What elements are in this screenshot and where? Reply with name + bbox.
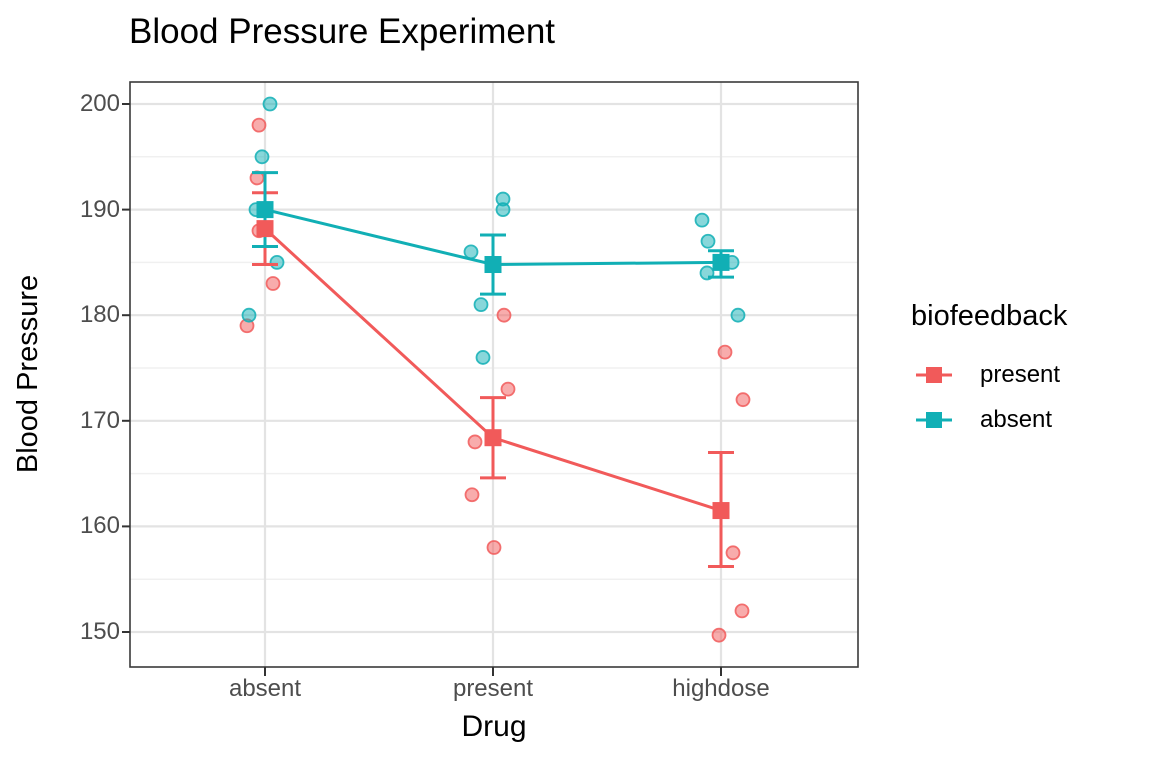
jitter-point-absent	[694, 212, 710, 228]
jitter-point-absent	[262, 96, 278, 112]
legend-entry-label: present	[980, 361, 1061, 388]
x-tick-label: present	[452, 675, 534, 702]
jitter-point-present	[467, 434, 483, 450]
jitter-point-absent	[473, 297, 489, 313]
jitter-point-absent	[700, 233, 716, 249]
jitter-point-absent	[475, 350, 491, 365]
jitter-point-present	[251, 117, 267, 133]
legend-title: biofeedback	[911, 300, 1068, 332]
x-tick-label: highdose	[672, 675, 770, 702]
mean-marker-absent	[484, 256, 502, 274]
chart-title: Blood Pressure Experiment	[129, 12, 556, 51]
jitter-point-present	[735, 392, 751, 408]
jitter-point-present	[486, 540, 502, 555]
jitter-point-absent	[463, 244, 479, 260]
jitter-point-present	[265, 276, 281, 291]
jitter-point-present	[711, 627, 727, 643]
y-tick-label: 170	[79, 406, 120, 434]
mean-marker-present	[712, 502, 730, 520]
jitter-point-present	[500, 381, 516, 397]
x-tick-label: absent	[228, 675, 302, 702]
mean-marker-absent	[712, 253, 730, 271]
y-tick-label: 180	[79, 301, 120, 329]
jitter-point-absent	[241, 307, 257, 323]
legend-entry-present: present	[916, 362, 1060, 388]
jitter-point-absent	[254, 149, 270, 165]
x-axis-title: Drug	[461, 710, 527, 743]
legend-key-icon	[916, 412, 952, 428]
mean-marker-present	[256, 220, 274, 238]
jitter-point-absent	[495, 202, 511, 218]
jitter-point-absent	[269, 254, 285, 270]
jitter-point-absent	[730, 307, 746, 323]
jitter-point-present	[496, 307, 512, 323]
y-tick-label: 150	[79, 618, 120, 645]
legend-entry-absent: absent	[916, 407, 1052, 433]
jitter-point-present	[464, 487, 480, 503]
legend-key-icon	[916, 367, 952, 383]
jitter-point-present	[725, 545, 741, 561]
y-tick-label: 190	[79, 195, 120, 223]
mean-marker-absent	[256, 201, 274, 219]
jitter-point-present	[717, 344, 733, 360]
y-tick-label: 160	[79, 512, 120, 540]
jitter-point-present	[734, 603, 750, 619]
y-axis-title: Blood Pressure	[12, 274, 44, 474]
y-tick-label: 200	[79, 90, 120, 117]
mean-marker-present	[484, 429, 502, 447]
legend-entry-label: absent	[980, 406, 1053, 433]
